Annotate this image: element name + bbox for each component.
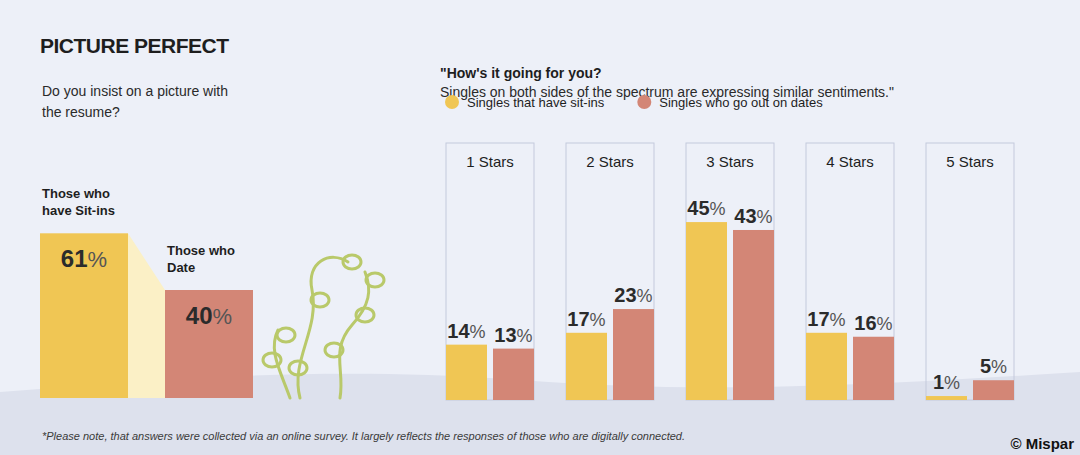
label-number: 23 (614, 284, 636, 306)
footnote: *Please note, that answers were collecte… (42, 430, 685, 442)
leaf (343, 255, 361, 269)
label-unit: % (830, 310, 846, 330)
leaf (356, 308, 374, 322)
label-number: 5 (980, 355, 991, 377)
label-number: 13 (494, 324, 516, 346)
panel-frame (686, 143, 774, 400)
label-unit: % (88, 247, 108, 272)
leaf (325, 343, 343, 357)
bar (566, 333, 607, 400)
data-label: 17% (567, 308, 605, 330)
category-label: Those who Date (167, 243, 235, 275)
text-line: Those who (42, 186, 110, 201)
bars (40, 233, 253, 398)
data-label: 43% (734, 205, 772, 227)
connector (128, 233, 165, 398)
text-line: Date (167, 260, 195, 275)
text-line: have Sit-ins (42, 203, 115, 218)
text-line: the resume? (42, 104, 120, 120)
background (0, 0, 1080, 455)
label-number: 40 (186, 302, 213, 329)
data-label: 40% (186, 302, 232, 329)
leaf (277, 328, 295, 342)
label-number: 17 (567, 308, 589, 330)
category-label: 1 Stars (466, 153, 514, 170)
category-label: Those who have Sit-ins (42, 186, 115, 218)
label-unit: % (590, 310, 606, 330)
category-label: 3 Stars (706, 153, 754, 170)
label-unit: % (944, 373, 960, 393)
chart-picture-perfect: PICTURE PERFECT Do you insist on a pictur… (40, 34, 253, 398)
data-label: 17% (807, 308, 845, 330)
label-unit: % (213, 304, 233, 329)
label-number: 14 (447, 320, 470, 342)
data-label: 45% (687, 197, 725, 219)
credit: © Mispar (1010, 435, 1074, 452)
label-number: 16 (854, 312, 876, 334)
label-unit: % (637, 286, 653, 306)
leaf (366, 273, 384, 287)
bar (165, 290, 253, 398)
bars (446, 222, 1014, 400)
bar (613, 309, 654, 400)
data-label: 16% (854, 312, 892, 334)
canvas: PICTURE PERFECT Do you insist on a pictur… (0, 0, 1080, 455)
bar (446, 345, 487, 400)
category-label: 5 Stars (946, 153, 994, 170)
bar (733, 230, 774, 400)
bar (926, 396, 967, 400)
data-label: 13% (494, 324, 532, 346)
panel-frame (806, 143, 894, 400)
bar (686, 222, 727, 400)
category-label: 4 Stars (826, 153, 874, 170)
leaf (311, 293, 329, 307)
label-unit: % (710, 199, 726, 219)
label-unit: % (470, 322, 486, 342)
chart-how-is-it-going: "How's it going for you?Singles on both … (440, 65, 1014, 400)
text-line: Do you insist on a picture with (42, 83, 228, 99)
panel-frame (566, 143, 654, 400)
label-unit: % (877, 314, 893, 334)
data-label: 23% (614, 284, 652, 306)
bar (853, 337, 894, 400)
leaf (289, 361, 307, 375)
leaf (263, 353, 281, 367)
label-unit: % (991, 357, 1007, 377)
title: "How's it going for you? (440, 65, 602, 81)
title: PICTURE PERFECT (40, 34, 229, 57)
bar (806, 333, 847, 400)
label-number: 61 (61, 245, 88, 272)
data-label: 5% (980, 355, 1007, 377)
panel-frames (446, 143, 1014, 400)
bar (40, 233, 128, 398)
label-number: 1 (933, 371, 944, 393)
label-unit: % (757, 207, 773, 227)
legend-label: Singles who go out on dates (659, 95, 823, 110)
bar (973, 380, 1014, 400)
data-label: 1% (933, 371, 960, 393)
panel-frame (446, 143, 534, 400)
category-label: 2 Stars (586, 153, 634, 170)
text-line: Those who (167, 243, 235, 258)
legend-swatch (445, 95, 459, 109)
panel-frame (926, 143, 1014, 400)
label-unit: % (517, 326, 533, 346)
legend-swatch (637, 95, 651, 109)
legend-label: Singles that have sit-ins (467, 95, 605, 110)
data-label: 61% (61, 245, 107, 272)
data-label: 14% (447, 320, 485, 342)
bar (493, 349, 534, 400)
stem (340, 272, 369, 398)
label-number: 45 (687, 197, 709, 219)
subtitle: Do you insist on a picture with the resum… (42, 83, 228, 120)
label-number: 43 (734, 205, 756, 227)
plant (263, 255, 384, 398)
label-number: 17 (807, 308, 829, 330)
